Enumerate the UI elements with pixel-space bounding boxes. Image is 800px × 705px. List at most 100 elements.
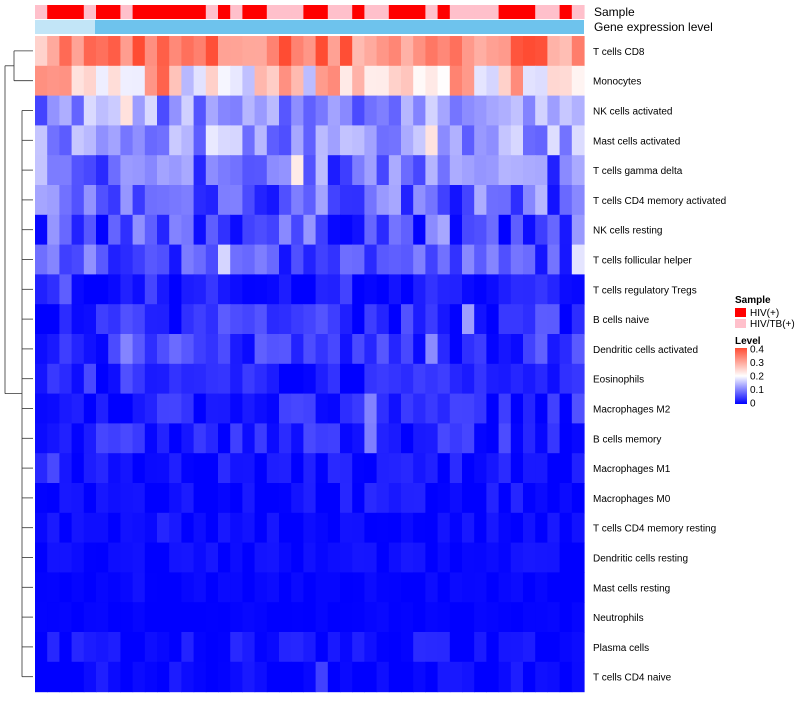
heatmap-cell <box>510 423 524 454</box>
heatmap-cell <box>303 244 317 275</box>
heatmap-cell <box>523 304 536 335</box>
heatmap-cell <box>388 393 402 424</box>
heatmap-cell <box>132 661 146 693</box>
heatmap-cell <box>462 125 475 156</box>
heatmap-cell <box>254 542 268 573</box>
heatmap-cell <box>108 602 121 633</box>
heatmap-cell <box>571 423 585 454</box>
heatmap-cell <box>169 95 182 126</box>
sample-annotation-cell <box>376 5 390 19</box>
heatmap-cell <box>340 65 353 97</box>
heatmap-cell <box>230 512 243 544</box>
heatmap-cell <box>449 274 463 305</box>
heatmap-cell <box>120 542 134 573</box>
heatmap-cell <box>437 334 451 365</box>
heatmap-cell <box>108 244 121 275</box>
heatmap-cell <box>71 214 85 246</box>
heatmap-cell <box>364 632 378 663</box>
heatmap-cell <box>486 661 500 693</box>
heatmap-cell <box>71 423 85 454</box>
annotation-bars <box>35 5 585 34</box>
heatmap-cells <box>35 36 585 693</box>
heatmap-cell <box>71 483 85 514</box>
heatmap-cell <box>315 65 329 97</box>
heatmap-cell <box>401 95 414 126</box>
heatmap-cell <box>571 542 585 573</box>
heatmap-cell <box>364 304 378 335</box>
heatmap-cell <box>132 214 146 246</box>
heatmap-cell <box>559 393 573 424</box>
heatmap-cell <box>388 423 402 454</box>
heatmap-cell <box>108 125 121 156</box>
heatmap-cell <box>279 274 292 305</box>
heatmap-cell <box>425 185 439 216</box>
heatmap-cell <box>401 512 414 544</box>
heatmap-cell <box>571 572 585 603</box>
heatmap-cell <box>315 214 329 246</box>
heatmap-cell <box>559 155 573 186</box>
heatmap-cell <box>303 274 317 305</box>
heatmap-cell <box>303 334 317 365</box>
heatmap-cell <box>144 244 158 275</box>
heatmap-cell <box>449 512 463 544</box>
heatmap-cell <box>59 542 73 573</box>
heatmap-cell <box>35 185 48 216</box>
heatmap-cell <box>47 65 60 97</box>
heatmap-cell <box>108 632 121 663</box>
heatmap-cell <box>559 125 573 156</box>
heatmap-cell <box>535 244 548 275</box>
heatmap-cell <box>169 155 182 186</box>
heatmap-cell <box>35 483 48 514</box>
heatmap-cell <box>413 244 426 275</box>
heatmap-cell <box>510 304 524 335</box>
heatmap-cell <box>388 185 402 216</box>
heatmap-cell <box>59 423 73 454</box>
heatmap-cell <box>486 304 500 335</box>
heatmap-cell <box>291 602 304 633</box>
heatmap-cell <box>498 393 512 424</box>
heatmap-cell <box>291 274 304 305</box>
heatmap-cell <box>254 274 268 305</box>
heatmap-cell <box>449 95 463 126</box>
heatmap-cell <box>364 423 378 454</box>
heatmap-cell <box>83 125 97 156</box>
row-label: T cells CD4 memory resting <box>593 524 716 535</box>
heatmap-cell <box>498 512 512 544</box>
heatmap-cell <box>535 393 548 424</box>
heatmap-cell <box>535 185 548 216</box>
heatmap-cell <box>120 274 134 305</box>
row-label: T cells CD8 <box>593 47 645 58</box>
heatmap-cell <box>486 65 500 97</box>
heatmap-cell <box>144 572 158 603</box>
heatmap-cell <box>547 304 561 335</box>
heatmap-cell <box>266 155 280 186</box>
heatmap-cell <box>437 274 451 305</box>
row-label: T cells CD4 memory activated <box>593 196 726 207</box>
heatmap-cell <box>108 185 121 216</box>
heatmap-cell <box>230 542 243 573</box>
heatmap-cell <box>157 542 170 573</box>
heatmap-cell <box>327 542 341 573</box>
heatmap-cell <box>510 36 524 67</box>
heatmap-cell <box>352 393 365 424</box>
heatmap-cell <box>449 602 463 633</box>
heatmap-cell <box>425 36 439 67</box>
heatmap-cell <box>303 95 317 126</box>
heatmap-cell <box>571 185 585 216</box>
heatmap-cell <box>571 363 585 395</box>
heatmap-cell <box>462 572 475 603</box>
heatmap-cell <box>108 36 121 67</box>
heatmap-cell <box>437 155 451 186</box>
heatmap-cell <box>364 363 378 395</box>
heatmap-cell <box>388 36 402 67</box>
heatmap-cell <box>218 632 231 663</box>
expression-level-bar <box>35 20 584 34</box>
sample-annotation-cell <box>523 5 536 19</box>
heatmap-cell <box>352 661 365 693</box>
heatmap-cell <box>523 393 536 424</box>
heatmap-cell <box>425 274 439 305</box>
sample-annotation-cell <box>96 5 109 19</box>
heatmap-cell <box>462 453 475 484</box>
heatmap-cell <box>120 572 134 603</box>
heatmap-cell <box>279 185 292 216</box>
